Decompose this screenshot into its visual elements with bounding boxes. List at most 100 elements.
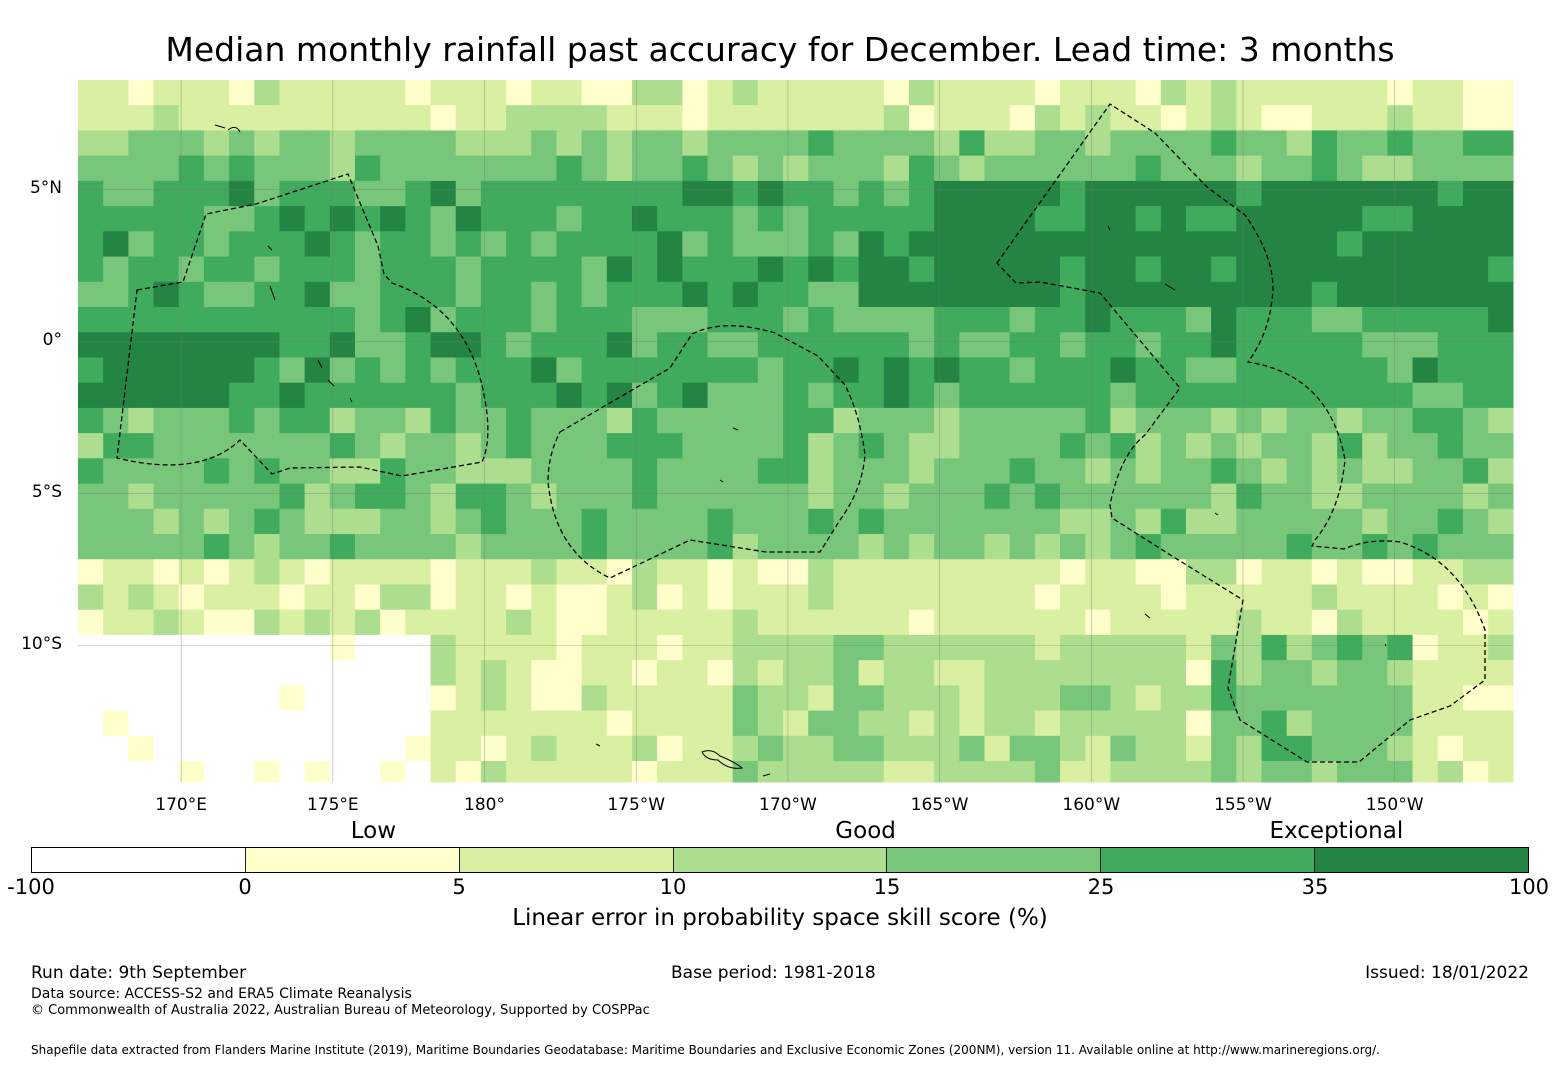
- latitude-label: 0°: [42, 330, 62, 351]
- grid-cell: [128, 483, 155, 510]
- grid-cell: [934, 382, 960, 409]
- grid-cell: [455, 609, 482, 636]
- island-outline: [214, 124, 226, 129]
- grid-cell: [178, 180, 205, 207]
- grid-cell: [1034, 634, 1061, 661]
- grid-cell: [329, 130, 356, 157]
- grid-cell: [707, 685, 734, 712]
- grid-cell: [682, 609, 709, 636]
- grid-cell: [1311, 433, 1338, 459]
- grid-cell: [631, 634, 658, 661]
- grid-cell: [757, 508, 784, 535]
- grid-cell: [254, 559, 280, 585]
- grid-cell: [556, 281, 583, 308]
- grid-cell: [329, 206, 356, 232]
- grid-cell: [1211, 256, 1237, 283]
- grid-cell: [1160, 281, 1187, 308]
- grid-cell: [1362, 634, 1388, 661]
- grid-cell: [606, 307, 633, 333]
- grid-cell: [808, 256, 834, 283]
- grid-cell: [883, 710, 910, 737]
- grid-cell: [1060, 534, 1086, 560]
- grid-cell: [1185, 634, 1212, 661]
- grid-cell: [1462, 433, 1489, 459]
- grid-cell: [682, 332, 709, 358]
- grid-cell: [908, 407, 935, 434]
- grid-cell: [128, 685, 155, 712]
- grid-cell: [1488, 634, 1514, 661]
- grid-cell: [103, 80, 129, 106]
- grid-cell: [1009, 559, 1036, 585]
- grid-cell: [78, 458, 104, 485]
- island-outline: [719, 479, 724, 483]
- grid-cell: [506, 105, 532, 131]
- grid-cell: [329, 483, 356, 510]
- grid-cell: [783, 483, 809, 510]
- grid-cell: [1337, 332, 1363, 358]
- grid-cell: [1462, 609, 1489, 636]
- grid-cell: [380, 80, 406, 106]
- grid-cell: [808, 80, 834, 106]
- grid-cell: [1160, 231, 1187, 258]
- grid-cell: [1060, 307, 1086, 333]
- grid-cell: [1261, 458, 1288, 485]
- grid-cell: [128, 433, 155, 459]
- grid-cell: [405, 634, 432, 661]
- grid-cell: [203, 130, 230, 157]
- grid-cell: [153, 609, 180, 636]
- grid-cell: [908, 105, 935, 131]
- grid-cell: [1185, 80, 1212, 106]
- grid-cell: [1085, 634, 1111, 661]
- grid-cell: [430, 307, 457, 333]
- grid-cell: [606, 685, 633, 712]
- grid-cell: [506, 180, 532, 207]
- grid-cell: [103, 508, 129, 535]
- grid-cell: [103, 584, 129, 611]
- grid-cell: [581, 206, 608, 232]
- grid-cell: [657, 609, 683, 636]
- grid-cell: [783, 206, 809, 232]
- grid-cell: [1135, 332, 1162, 358]
- grid-cell: [430, 433, 457, 459]
- grid-cell: [354, 281, 381, 308]
- island-outlines: [214, 124, 1387, 777]
- grid-cell: [1160, 761, 1187, 783]
- grid-cell: [984, 231, 1011, 258]
- grid-cell: [657, 735, 683, 762]
- grid-cell: [1488, 458, 1514, 485]
- grid-cell: [531, 710, 557, 737]
- grid-cell: [757, 534, 784, 560]
- grid-cell: [405, 559, 432, 585]
- grid-cell: [1160, 634, 1187, 661]
- grid-cell: [1009, 231, 1036, 258]
- grid-cell: [178, 761, 205, 783]
- grid-cell: [934, 105, 960, 131]
- grid-cell: [254, 307, 280, 333]
- grid-cell: [1034, 710, 1061, 737]
- grid-cell: [531, 508, 557, 535]
- grid-cell: [631, 155, 658, 182]
- grid-cell: [1337, 105, 1363, 131]
- grid-cell: [1488, 508, 1514, 535]
- grid-cell: [78, 281, 104, 308]
- grid-cell: [1060, 357, 1086, 384]
- grid-cell: [279, 407, 306, 434]
- colorbar-segment: [1315, 848, 1529, 872]
- grid-cell: [1236, 433, 1262, 459]
- grid-cell: [1462, 155, 1489, 182]
- grid-cell: [1412, 458, 1439, 485]
- grid-cell: [480, 155, 507, 182]
- grid-cell: [78, 761, 104, 783]
- grid-cell: [1412, 407, 1439, 434]
- grid-cell: [1009, 281, 1036, 308]
- grid-cell: [1387, 584, 1414, 611]
- grid-cell: [279, 508, 306, 535]
- grid-cell: [1261, 483, 1288, 510]
- grid-cell: [984, 761, 1011, 783]
- grid-cell: [1387, 660, 1414, 686]
- grid-cell: [1160, 357, 1187, 384]
- grid-cell: [1085, 685, 1111, 712]
- grid-cell: [1009, 483, 1036, 510]
- grid-cell: [304, 483, 331, 510]
- grid-cell: [1110, 508, 1137, 535]
